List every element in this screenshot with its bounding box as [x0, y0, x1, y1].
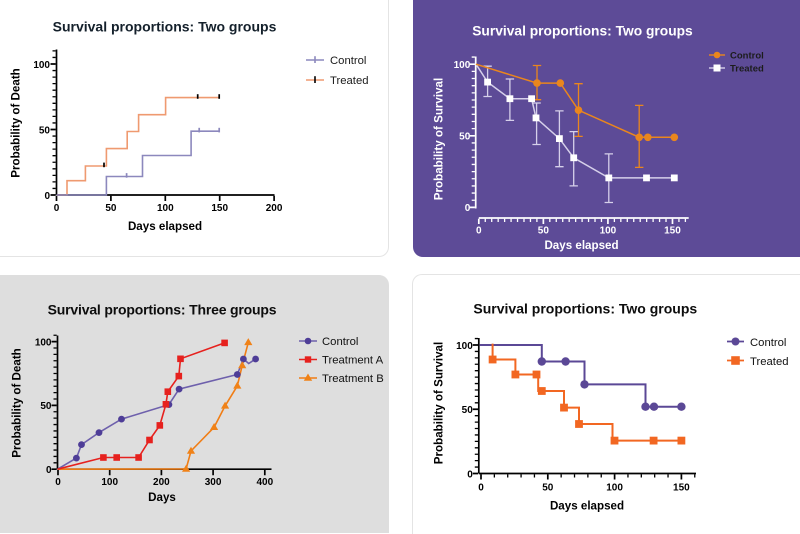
svg-text:50: 50	[459, 132, 471, 143]
svg-text:Control: Control	[322, 336, 358, 348]
svg-text:0: 0	[44, 191, 50, 202]
svg-text:Probability of Death: Probability of Death	[10, 68, 23, 178]
svg-text:100: 100	[101, 477, 118, 488]
svg-text:Control: Control	[730, 50, 764, 61]
svg-text:100: 100	[454, 60, 471, 71]
svg-text:Survival proportions: Two grou: Survival proportions: Two groups	[473, 301, 697, 317]
svg-text:Treated: Treated	[330, 75, 369, 87]
svg-text:50: 50	[40, 401, 52, 412]
svg-text:0: 0	[465, 203, 471, 214]
svg-text:Control: Control	[330, 55, 366, 67]
svg-text:100: 100	[33, 60, 50, 71]
svg-text:150: 150	[211, 203, 228, 214]
svg-text:0: 0	[478, 483, 484, 494]
svg-text:50: 50	[542, 483, 554, 494]
svg-text:Treated: Treated	[730, 63, 764, 74]
svg-text:150: 150	[664, 226, 681, 237]
svg-text:Days elapsed: Days elapsed	[544, 239, 618, 252]
svg-text:50: 50	[462, 405, 474, 416]
svg-text:0: 0	[467, 469, 473, 480]
svg-text:Survival proportions: Two grou: Survival proportions: Two groups	[53, 19, 277, 35]
svg-text:Probability of Survival: Probability of Survival	[433, 78, 446, 200]
svg-text:0: 0	[476, 226, 482, 237]
svg-text:Days: Days	[148, 491, 176, 504]
svg-text:200: 200	[266, 203, 283, 214]
svg-text:50: 50	[538, 226, 550, 237]
svg-text:Probability of Death: Probability of Death	[11, 348, 24, 458]
svg-text:Control: Control	[750, 337, 786, 349]
svg-text:Days elapsed: Days elapsed	[128, 220, 202, 233]
svg-text:300: 300	[205, 477, 222, 488]
svg-text:50: 50	[105, 203, 117, 214]
svg-text:Survival proportions: Two grou: Survival proportions: Two groups	[472, 24, 693, 39]
svg-text:100: 100	[35, 337, 52, 348]
svg-text:Treated: Treated	[750, 356, 789, 368]
svg-text:0: 0	[54, 203, 60, 214]
svg-text:0: 0	[55, 477, 61, 488]
svg-text:0: 0	[46, 465, 52, 476]
svg-text:200: 200	[153, 477, 170, 488]
svg-text:Treatment A: Treatment A	[322, 355, 384, 367]
svg-text:Treatment B: Treatment B	[322, 373, 384, 385]
svg-text:150: 150	[673, 483, 690, 494]
svg-text:100: 100	[157, 203, 174, 214]
svg-text:Probability of Survival: Probability of Survival	[433, 342, 446, 464]
svg-text:100: 100	[456, 341, 473, 352]
svg-text:50: 50	[39, 125, 51, 136]
svg-text:100: 100	[600, 226, 617, 237]
svg-text:Days elapsed: Days elapsed	[550, 500, 624, 513]
svg-text:Survival proportions: Three gr: Survival proportions: Three groups	[48, 302, 277, 318]
svg-text:100: 100	[606, 483, 623, 494]
svg-text:400: 400	[256, 477, 273, 488]
